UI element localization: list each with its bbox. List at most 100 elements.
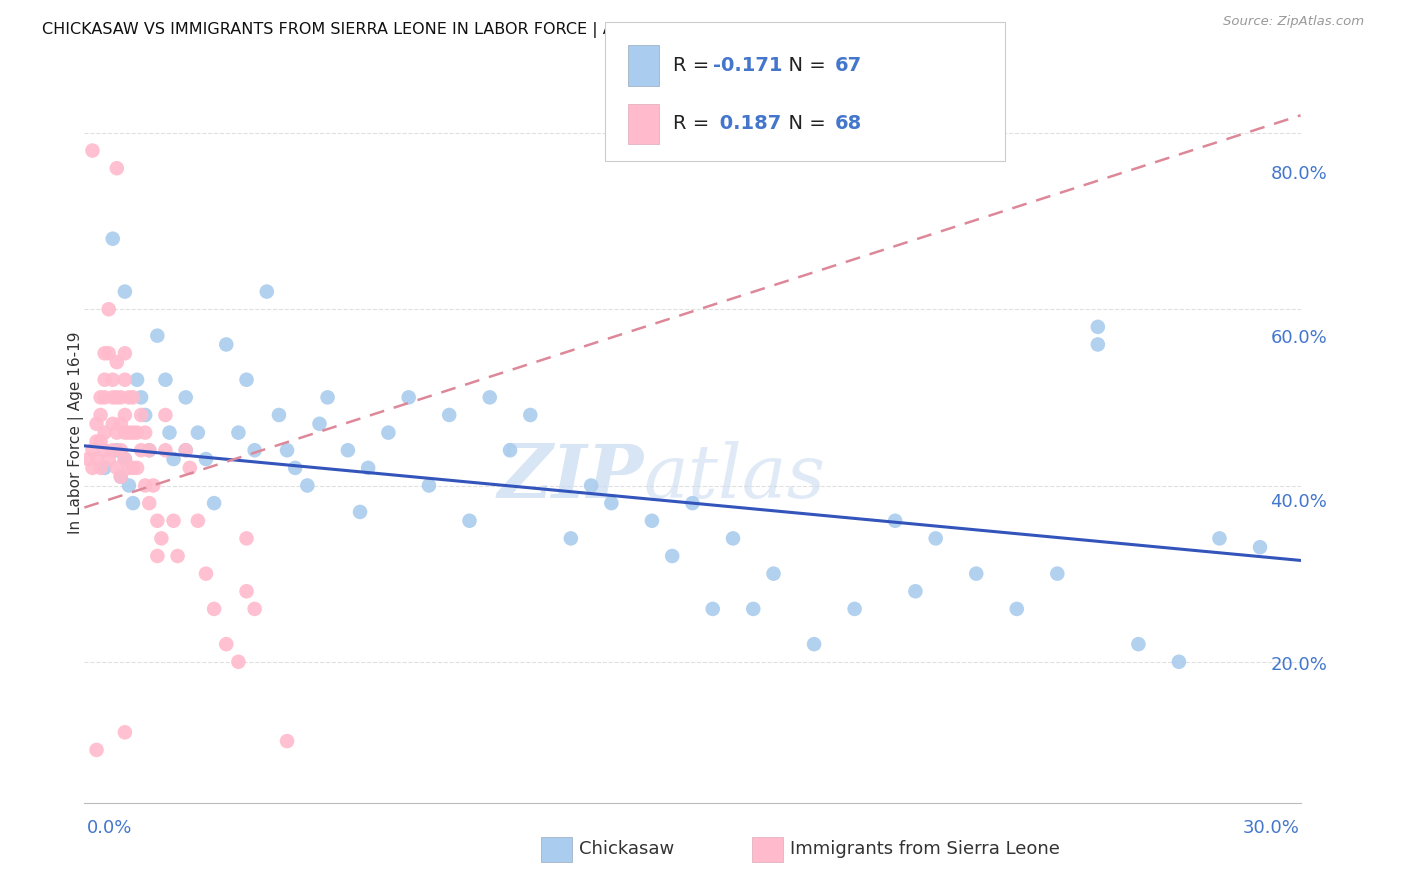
Point [201, 394, 224, 409]
Point [201, 427, 224, 442]
Point [212, 476, 235, 491]
Point [727, 607, 749, 621]
Point [186, 329, 209, 343]
Text: 30.0%: 30.0% [1243, 819, 1299, 837]
Point [201, 369, 224, 384]
Point [564, 427, 586, 442]
Point [190, 263, 212, 277]
Point [1218, 549, 1240, 564]
Point [245, 467, 267, 482]
Point [281, 607, 304, 621]
Point [212, 443, 235, 458]
Point [256, 459, 278, 474]
Point [456, 410, 478, 425]
Point [963, 574, 986, 589]
Point [291, 640, 314, 654]
Point [382, 410, 405, 425]
Point [194, 443, 217, 458]
Point [176, 467, 198, 482]
Point [1181, 541, 1204, 556]
Point [763, 607, 786, 621]
Text: Chickasaw: Chickasaw [579, 840, 675, 858]
Point [375, 435, 398, 450]
Y-axis label: In Labor Force | Age 16-19: In Labor Force | Age 16-19 [67, 349, 84, 552]
Point [215, 459, 238, 474]
Point [208, 443, 231, 458]
Point [190, 394, 212, 409]
Point [274, 467, 297, 482]
Point [1146, 656, 1168, 670]
Point [745, 541, 768, 556]
Point [238, 427, 260, 442]
Point [204, 476, 226, 491]
Point [183, 443, 205, 458]
Point [197, 435, 219, 450]
Text: 67: 67 [835, 56, 862, 75]
Point [318, 607, 340, 621]
Point [318, 459, 340, 474]
Point [266, 525, 288, 540]
Point [401, 459, 423, 474]
Point [212, 394, 235, 409]
Point [238, 459, 260, 474]
Point [619, 492, 641, 507]
Point [891, 525, 914, 540]
Point [710, 508, 733, 523]
Point [179, 476, 201, 491]
Point [179, 427, 201, 442]
Point [353, 476, 375, 491]
Point [256, 459, 278, 474]
Point [197, 484, 219, 499]
Text: 68: 68 [835, 114, 862, 133]
Point [176, 738, 198, 752]
Text: atlas: atlas [678, 456, 859, 528]
Point [437, 443, 460, 458]
Point [419, 476, 441, 491]
Text: Immigrants from Sierra Leone: Immigrants from Sierra Leone [790, 840, 1060, 858]
Point [201, 312, 224, 326]
Point [274, 574, 297, 589]
Point [190, 410, 212, 425]
Point [204, 492, 226, 507]
Point [190, 459, 212, 474]
Point [259, 476, 281, 491]
Point [346, 459, 368, 474]
Point [245, 525, 267, 540]
Point [176, 435, 198, 450]
Point [328, 312, 350, 326]
Point [492, 427, 515, 442]
Point [208, 476, 231, 491]
Point [169, 467, 191, 482]
Point [172, 459, 194, 474]
Point [302, 443, 325, 458]
Point [186, 467, 209, 482]
Point [194, 378, 217, 392]
Point [233, 541, 256, 556]
Point [339, 427, 361, 442]
Point [222, 459, 245, 474]
Point [197, 410, 219, 425]
Text: -0.171: -0.171 [713, 56, 782, 75]
Point [172, 476, 194, 491]
Text: R =: R = [673, 56, 716, 75]
Point [201, 443, 224, 458]
Point [219, 443, 242, 458]
Point [172, 182, 194, 196]
Point [346, 730, 368, 744]
Point [600, 541, 623, 556]
Point [201, 722, 224, 736]
Point [1109, 640, 1132, 654]
Text: ZIP: ZIP [530, 456, 678, 528]
Point [474, 492, 496, 507]
Point [183, 394, 205, 409]
Point [179, 410, 201, 425]
Point [194, 198, 217, 212]
Text: R =: R = [673, 114, 716, 133]
Point [302, 656, 325, 670]
Text: N =: N = [776, 56, 832, 75]
Text: CHICKASAW VS IMMIGRANTS FROM SIERRA LEONE IN LABOR FORCE | AGE 16-19 CORRELATION: CHICKASAW VS IMMIGRANTS FROM SIERRA LEON… [42, 22, 866, 38]
Point [247, 558, 270, 572]
Point [412, 516, 434, 531]
Point [1000, 607, 1022, 621]
Point [364, 492, 387, 507]
